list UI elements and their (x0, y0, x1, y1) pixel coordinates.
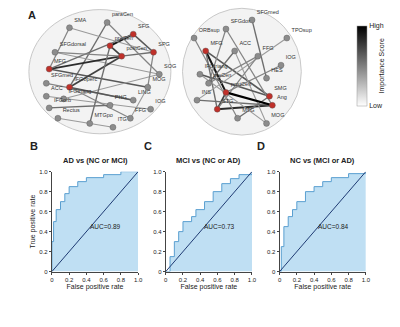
svg-text:C: C (144, 140, 152, 152)
svg-text:0.4: 0.4 (39, 229, 48, 235)
svg-text:NC vs (MCI or AD): NC vs (MCI or AD) (290, 156, 355, 165)
svg-text:AUC=0.89: AUC=0.89 (90, 223, 121, 230)
svg-text:MCI vs (NC or AD): MCI vs (NC or AD) (176, 156, 241, 165)
svg-text:0.8: 0.8 (117, 277, 126, 283)
svg-text:AUC=0.84: AUC=0.84 (318, 223, 349, 230)
svg-text:SFGmed: SFGmed (51, 72, 73, 78)
svg-text:D: D (257, 140, 265, 152)
svg-text:SFGdor: SFGdor (231, 18, 250, 24)
svg-text:0.8: 0.8 (267, 189, 276, 195)
svg-text:ORBsup: ORBsup (199, 27, 220, 33)
svg-text:0.6: 0.6 (39, 209, 48, 215)
svg-text:0: 0 (278, 277, 282, 283)
svg-text:ACC: ACC (239, 40, 251, 46)
svg-text:0: 0 (44, 269, 48, 275)
svg-text:LING: LING (138, 89, 151, 95)
svg-text:PHG: PHG (115, 94, 127, 100)
svg-text:FFG: FFG (135, 107, 146, 113)
svg-text:SFGmed: SFGmed (257, 9, 279, 15)
svg-text:MFG: MFG (210, 40, 222, 46)
svg-text:0.2: 0.2 (65, 277, 74, 283)
svg-text:0: 0 (164, 277, 168, 283)
svg-text:False positive rate: False positive rate (294, 283, 351, 291)
svg-text:0.2: 0.2 (267, 249, 276, 255)
svg-text:1.0: 1.0 (39, 169, 48, 175)
svg-text:IFGtriang: IFGtriang (68, 88, 91, 94)
svg-text:AUC=0.73: AUC=0.73 (204, 223, 235, 230)
svg-text:0.2: 0.2 (39, 249, 48, 255)
svg-text:INS: INS (202, 89, 212, 95)
svg-text:0.4: 0.4 (153, 229, 162, 235)
svg-text:0.8: 0.8 (39, 189, 48, 195)
svg-text:0.2: 0.2 (179, 277, 188, 283)
svg-text:True positive rate: True positive rate (29, 195, 37, 249)
svg-text:High: High (369, 22, 384, 30)
svg-text:HES: HES (271, 67, 283, 73)
svg-text:Importance Score: Importance Score (378, 38, 386, 93)
svg-text:MOG: MOG (271, 112, 284, 118)
svg-text:0.6: 0.6 (267, 209, 276, 215)
svg-text:0: 0 (158, 269, 162, 275)
svg-text:0.8: 0.8 (231, 277, 240, 283)
svg-text:1.0: 1.0 (248, 277, 257, 283)
svg-text:Low: Low (369, 102, 383, 109)
svg-text:MFG: MFG (54, 58, 66, 64)
svg-text:0.6: 0.6 (153, 209, 162, 215)
svg-text:0.6: 0.6 (99, 277, 108, 283)
svg-text:0.2: 0.2 (153, 249, 162, 255)
svg-text:0.8: 0.8 (344, 277, 353, 283)
svg-text:0.4: 0.4 (310, 277, 319, 283)
svg-text:Rectus: Rectus (63, 107, 80, 113)
svg-text:AD vs (NC or MCI): AD vs (NC or MCI) (63, 156, 128, 165)
svg-text:SMG: SMG (274, 85, 287, 91)
svg-text:0: 0 (272, 269, 276, 275)
svg-text:B: B (30, 140, 38, 152)
svg-text:postCen: postCen (126, 45, 147, 51)
svg-text:FFG: FFG (263, 45, 274, 51)
svg-text:1.0: 1.0 (153, 169, 162, 175)
svg-text:SOG: SOG (164, 63, 176, 69)
svg-text:0.2: 0.2 (293, 277, 302, 283)
svg-text:False positive rate: False positive rate (180, 283, 237, 291)
svg-text:1.0: 1.0 (134, 277, 143, 283)
svg-text:IOG: IOG (155, 98, 165, 104)
svg-text:STG: STG (222, 98, 233, 104)
svg-text:A: A (28, 9, 36, 21)
svg-text:0: 0 (50, 277, 54, 283)
svg-text:IFGtriang: IFGtriang (205, 63, 228, 69)
svg-text:IFGoperc: IFGoperc (74, 76, 97, 82)
svg-text:paraCen: paraCen (112, 11, 133, 17)
svg-text:MTG: MTG (242, 107, 254, 113)
svg-text:0.8: 0.8 (153, 189, 162, 195)
svg-text:1.0: 1.0 (362, 277, 371, 283)
svg-text:False positive rate: False positive rate (67, 283, 124, 291)
svg-text:preCen: preCen (213, 72, 231, 78)
svg-text:SMA: SMA (74, 17, 86, 23)
svg-text:0.6: 0.6 (327, 277, 336, 283)
svg-text:ACC: ACC (51, 85, 63, 91)
svg-text:SPG: SPG (158, 41, 170, 47)
svg-text:0.4: 0.4 (267, 229, 276, 235)
svg-text:IOG: IOG (286, 54, 296, 60)
svg-text:SFGdorsal: SFGdorsal (60, 41, 86, 47)
svg-text:MOG: MOG (152, 76, 165, 82)
svg-text:postCen: postCen (231, 81, 252, 87)
svg-text:0.6: 0.6 (213, 277, 222, 283)
svg-text:SFG: SFG (138, 23, 149, 29)
svg-text:preCen: preCen (115, 35, 133, 41)
svg-text:0.4: 0.4 (196, 277, 205, 283)
svg-text:TPOsup: TPOsup (292, 27, 312, 33)
svg-text:Ang: Ang (277, 94, 287, 100)
svg-text:MTGpo: MTGpo (95, 112, 113, 118)
svg-text:1.0: 1.0 (267, 169, 276, 175)
svg-text:ITG: ITG (118, 116, 127, 122)
svg-text:IFGorb: IFGorb (54, 97, 71, 103)
svg-text:0.4: 0.4 (82, 277, 91, 283)
